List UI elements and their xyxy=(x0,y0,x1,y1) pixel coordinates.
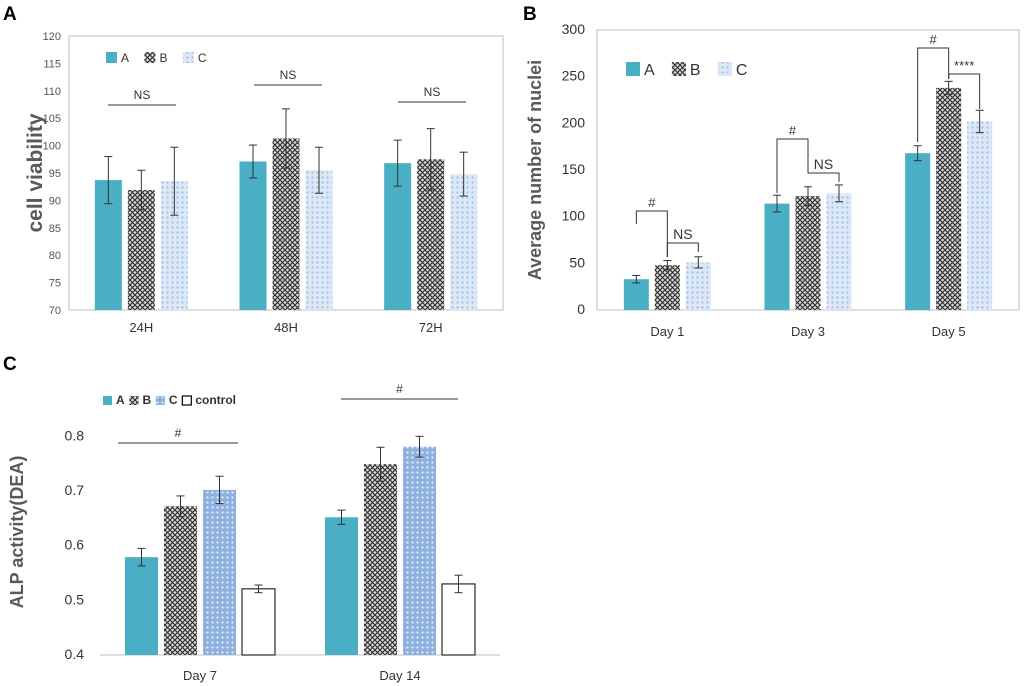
y-tick-label: 120 xyxy=(43,31,61,43)
legend-swatch-b xyxy=(129,396,139,405)
legend-swatch-a xyxy=(103,396,112,405)
y-axis-label: cell viability xyxy=(24,113,47,232)
y-tick-label: 75 xyxy=(49,278,61,290)
significance-label: NS xyxy=(424,85,441,99)
legend-label-a: A xyxy=(116,393,125,407)
y-axis-label: ALP activity(DEA) xyxy=(7,456,27,609)
significance-label: NS xyxy=(814,156,833,172)
legend-label-a: A xyxy=(121,51,129,65)
x-tick-label: Day 1 xyxy=(650,324,684,339)
bar-b xyxy=(795,196,821,310)
bar-a xyxy=(125,557,158,655)
y-tick-label: 0 xyxy=(577,301,585,317)
y-tick-label: 70 xyxy=(49,305,61,317)
panel-label-a: A xyxy=(3,4,17,25)
y-tick-label: 200 xyxy=(562,114,586,130)
legend-swatch-a xyxy=(106,52,117,63)
y-tick-label: 0.8 xyxy=(65,427,85,443)
significance-label: NS xyxy=(280,68,297,82)
legend-swatch-a xyxy=(626,62,640,76)
y-tick-label: 110 xyxy=(43,86,61,98)
y-tick-label: 50 xyxy=(569,254,585,270)
bar-c xyxy=(403,446,436,655)
significance-bracket xyxy=(807,143,840,182)
bar-a xyxy=(325,517,358,655)
x-tick-label: Day 3 xyxy=(791,324,825,339)
legend-label-c: C xyxy=(169,393,178,407)
bar-a xyxy=(239,161,267,310)
y-tick-label: 100 xyxy=(43,141,61,153)
legend-swatch-b xyxy=(671,62,686,76)
chart-average-nuclei: 0 50 100 150 200 250 300 Day 1 Day 3 Day 5 Average… xyxy=(525,21,1019,339)
legend-swatch-c xyxy=(717,62,732,76)
x-tick-label: Day 5 xyxy=(932,324,966,339)
bar-c xyxy=(826,193,852,310)
y-tick-label: 0.7 xyxy=(65,482,85,498)
legend-label-control: control xyxy=(195,393,236,407)
bar-c xyxy=(685,262,711,310)
bar-a xyxy=(384,163,412,310)
y-tick-label: 250 xyxy=(562,68,586,84)
y-tick-label: 95 xyxy=(49,168,61,180)
x-tick-label: 72H xyxy=(419,320,443,335)
bar-control xyxy=(441,583,476,656)
x-tick-label: Day 7 xyxy=(183,668,217,683)
bar-b xyxy=(936,87,962,310)
bar-a xyxy=(764,203,790,310)
significance-bracket xyxy=(776,138,809,193)
significance-label: NS xyxy=(673,226,692,242)
bar-b xyxy=(654,265,680,310)
legend-label-b: B xyxy=(142,393,151,407)
bar-a xyxy=(905,153,931,310)
legend-swatch-c xyxy=(155,396,165,405)
x-tick-label: 48H xyxy=(274,320,298,335)
x-tick-label: 24H xyxy=(129,320,153,335)
chart-cell-viability: 70 75 80 85 90 95 100 105 110 115 120 24H 48H 72H cell… xyxy=(24,31,503,335)
legend-label-b: B xyxy=(690,62,701,79)
significance-label: # xyxy=(648,195,656,210)
y-tick-label: 80 xyxy=(49,250,61,262)
y-tick-label: 85 xyxy=(49,223,61,235)
legend-label-a: A xyxy=(644,62,655,79)
legend-swatch-control xyxy=(181,395,192,406)
bar-a xyxy=(623,279,649,310)
y-tick-label: 100 xyxy=(562,208,586,224)
legend-swatch-c xyxy=(182,52,194,63)
significance-label: **** xyxy=(954,58,974,73)
y-tick-label: 115 xyxy=(43,58,61,70)
y-tick-label: 300 xyxy=(562,21,586,37)
significance-label: # xyxy=(789,123,797,138)
legend-swatch-b xyxy=(144,52,156,63)
significance-bracket xyxy=(635,210,668,257)
y-tick-label: 0.4 xyxy=(65,646,85,662)
bar-b xyxy=(364,464,397,655)
significance-bracket xyxy=(666,242,699,257)
significance-bracket xyxy=(948,73,981,109)
significance-label: # xyxy=(396,382,403,396)
bar-c xyxy=(967,121,993,310)
x-tick-label: Day 14 xyxy=(379,668,420,683)
significance-label: NS xyxy=(134,88,151,102)
y-axis-label: Average number of nuclei xyxy=(525,60,545,280)
significance-label: # xyxy=(930,32,938,47)
bar-c xyxy=(203,489,236,655)
panel-label-c: C xyxy=(3,354,17,375)
y-tick-label: 150 xyxy=(562,161,586,177)
y-tick-label: 0.6 xyxy=(65,537,85,553)
y-tick-label: 105 xyxy=(43,113,61,125)
bar-control xyxy=(241,588,276,656)
significance-bracket xyxy=(917,47,950,142)
bar-b xyxy=(164,506,197,655)
legend-label-c: C xyxy=(198,51,207,65)
significance-label: # xyxy=(175,426,182,440)
panel-label-b: B xyxy=(523,4,537,25)
legend-label-c: C xyxy=(736,62,748,79)
y-tick-label: 0.5 xyxy=(65,591,85,607)
bar-c xyxy=(450,174,478,310)
legend-label-b: B xyxy=(159,51,167,65)
y-tick-label: 90 xyxy=(49,195,61,207)
chart-alp-activity: 0.4 0.5 0.6 0.7 0.8 Day 7 Day 14 ALP activity(D… xyxy=(7,382,500,683)
